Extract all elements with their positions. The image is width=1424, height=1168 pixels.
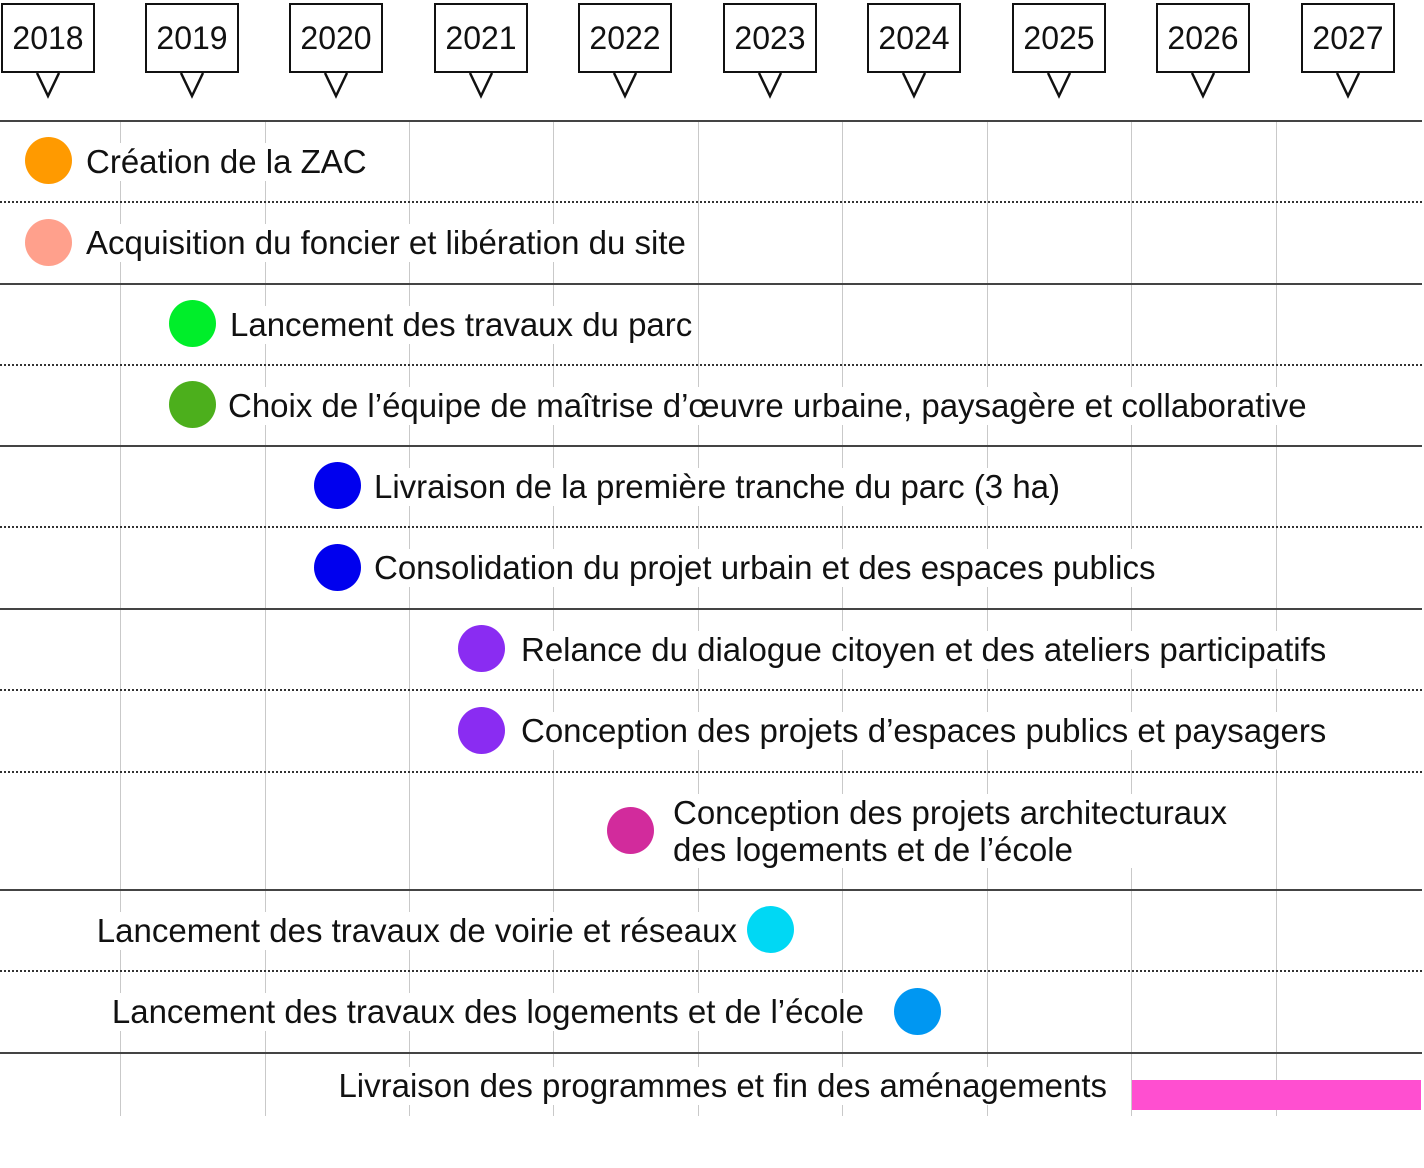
- year-gridline: [698, 120, 699, 1116]
- milestone-dot: [313, 462, 361, 509]
- year-tag-2020: 2020: [289, 3, 383, 73]
- year-gridline: [987, 120, 988, 1116]
- year-gridline: [1276, 120, 1277, 1116]
- milestone-label: Relance du dialogue citoyen et des ateli…: [521, 630, 1330, 669]
- row-separator: [0, 771, 1422, 773]
- milestone-label: Lancement des travaux du parc: [230, 305, 696, 344]
- milestone-label: Livraison des programmes et fin des amén…: [338, 1067, 1107, 1105]
- year-gridline: [120, 120, 121, 1116]
- milestone-label: Création de la ZAC: [86, 142, 370, 181]
- year-tag-2025: 2025: [1012, 3, 1106, 73]
- year-gridline: [409, 120, 410, 1116]
- section-separator: [0, 283, 1422, 285]
- milestone-label: Acquisition du foncier et libération du …: [86, 224, 689, 262]
- year-gridline: [842, 120, 843, 1116]
- year-pointer-2019: [179, 72, 205, 99]
- year-tag-2026: 2026: [1156, 3, 1250, 73]
- milestone-label: Livraison de la première tranche du parc…: [374, 467, 1064, 506]
- year-gridline: [1131, 120, 1132, 1116]
- year-pointer-2027: [1335, 72, 1361, 99]
- year-tag-2022: 2022: [578, 3, 672, 73]
- year-pointer-2020: [323, 72, 349, 99]
- year-tag-2024: 2024: [867, 3, 961, 73]
- milestone-label: Consolidation du projet urbain et des es…: [374, 549, 1159, 587]
- milestone-dot: [313, 543, 361, 591]
- section-separator: [0, 445, 1422, 447]
- row-separator: [0, 526, 1422, 528]
- row-separator: [0, 689, 1422, 691]
- year-tag-2027: 2027: [1301, 3, 1395, 73]
- milestone-dot: [24, 218, 72, 266]
- milestone-dot: [457, 706, 505, 754]
- year-gridline: [265, 120, 266, 1116]
- year-pointer-2023: [757, 72, 783, 99]
- section-separator: [0, 608, 1422, 610]
- milestone-label: Conception des projets d’espaces publics…: [521, 712, 1330, 750]
- milestone-dot: [24, 137, 72, 184]
- milestone-label: Choix de l’équipe de maîtrise d’œuvre ur…: [228, 386, 1310, 425]
- year-gridline: [553, 120, 554, 1116]
- section-separator: [0, 889, 1422, 891]
- year-tag-2023: 2023: [723, 3, 817, 73]
- milestone-bar: [1132, 1080, 1421, 1110]
- year-pointer-2018: [35, 72, 61, 99]
- year-pointer-2024: [901, 72, 927, 99]
- milestone-dot: [457, 625, 505, 672]
- milestone-label: Conception des projets architecturaux de…: [673, 794, 1230, 868]
- milestone-label: Lancement des travaux de voirie et résea…: [96, 911, 737, 950]
- section-separator: [0, 120, 1422, 122]
- year-pointer-2021: [468, 72, 494, 99]
- year-tag-2021: 2021: [434, 3, 528, 73]
- section-separator: [0, 1052, 1422, 1054]
- milestone-dot: [746, 906, 794, 953]
- milestone-label: Lancement des travaux des logements et d…: [111, 993, 864, 1031]
- year-pointer-2022: [612, 72, 638, 99]
- year-tag-2018: 2018: [1, 3, 95, 73]
- row-separator: [0, 364, 1422, 366]
- row-separator: [0, 201, 1422, 203]
- milestone-dot: [606, 806, 654, 854]
- row-separator: [0, 970, 1422, 972]
- milestone-dot: [168, 300, 216, 347]
- year-pointer-2026: [1190, 72, 1216, 99]
- year-tag-2019: 2019: [145, 3, 239, 73]
- milestone-dot: [893, 987, 941, 1035]
- milestone-dot: [168, 381, 216, 428]
- year-pointer-2025: [1046, 72, 1072, 99]
